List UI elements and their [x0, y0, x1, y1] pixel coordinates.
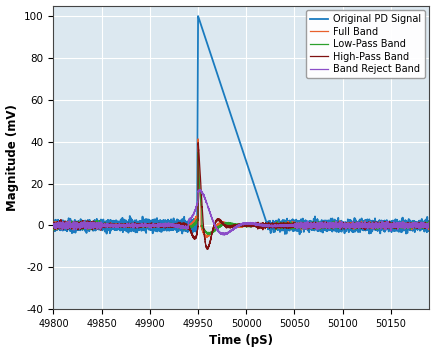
- High-Pass Band: [357, 224, 362, 228]
- Line: Full Band: Full Band: [53, 139, 434, 237]
- Full Band: [279, 223, 284, 227]
- High-Pass Band: [190, 234, 195, 238]
- High-Pass Band: [51, 221, 56, 225]
- Band Reject Band: [336, 224, 341, 228]
- Low-Pass Band: [279, 223, 284, 227]
- Full Band: [70, 225, 75, 229]
- Low-Pass Band: [190, 224, 195, 228]
- Band Reject Band: [279, 224, 284, 228]
- Original PD Signal: [336, 226, 341, 230]
- Line: Original PD Signal: Original PD Signal: [53, 16, 434, 234]
- High-Pass Band: [70, 221, 75, 226]
- Line: Band Reject Band: Band Reject Band: [53, 190, 434, 235]
- Low-Pass Band: [51, 223, 56, 227]
- Low-Pass Band: [357, 222, 362, 226]
- Band Reject Band: [51, 223, 56, 228]
- Full Band: [295, 224, 300, 228]
- Full Band: [336, 221, 341, 225]
- Band Reject Band: [295, 223, 300, 227]
- Band Reject Band: [221, 233, 227, 237]
- Original PD Signal: [51, 219, 56, 223]
- Band Reject Band: [190, 214, 195, 218]
- High-Pass Band: [336, 222, 341, 226]
- Original PD Signal: [70, 227, 75, 231]
- Low-Pass Band: [207, 232, 213, 237]
- Y-axis label: Magnitude (mV): Magnitude (mV): [6, 104, 19, 211]
- Low-Pass Band: [336, 225, 341, 229]
- High-Pass Band: [205, 247, 210, 251]
- Band Reject Band: [70, 223, 75, 228]
- Full Band: [195, 137, 200, 141]
- Full Band: [190, 222, 195, 226]
- Full Band: [204, 235, 209, 239]
- Full Band: [357, 224, 362, 228]
- X-axis label: Time (pS): Time (pS): [209, 334, 273, 347]
- Original PD Signal: [357, 230, 362, 234]
- Low-Pass Band: [195, 150, 200, 155]
- High-Pass Band: [279, 222, 284, 227]
- Original PD Signal: [279, 223, 284, 228]
- Original PD Signal: [190, 228, 195, 232]
- Original PD Signal: [195, 14, 200, 18]
- Low-Pass Band: [295, 223, 300, 227]
- High-Pass Band: [195, 140, 200, 145]
- Line: High-Pass Band: High-Pass Band: [53, 143, 434, 249]
- Band Reject Band: [196, 187, 201, 192]
- Original PD Signal: [295, 225, 300, 229]
- Legend: Original PD Signal, Full Band, Low-Pass Band, High-Pass Band, Band Reject Band: Original PD Signal, Full Band, Low-Pass …: [306, 11, 424, 78]
- Line: Low-Pass Band: Low-Pass Band: [53, 152, 434, 234]
- Low-Pass Band: [70, 222, 75, 227]
- High-Pass Band: [295, 222, 300, 226]
- Band Reject Band: [357, 225, 362, 229]
- Full Band: [51, 222, 56, 227]
- Original PD Signal: [296, 232, 302, 237]
